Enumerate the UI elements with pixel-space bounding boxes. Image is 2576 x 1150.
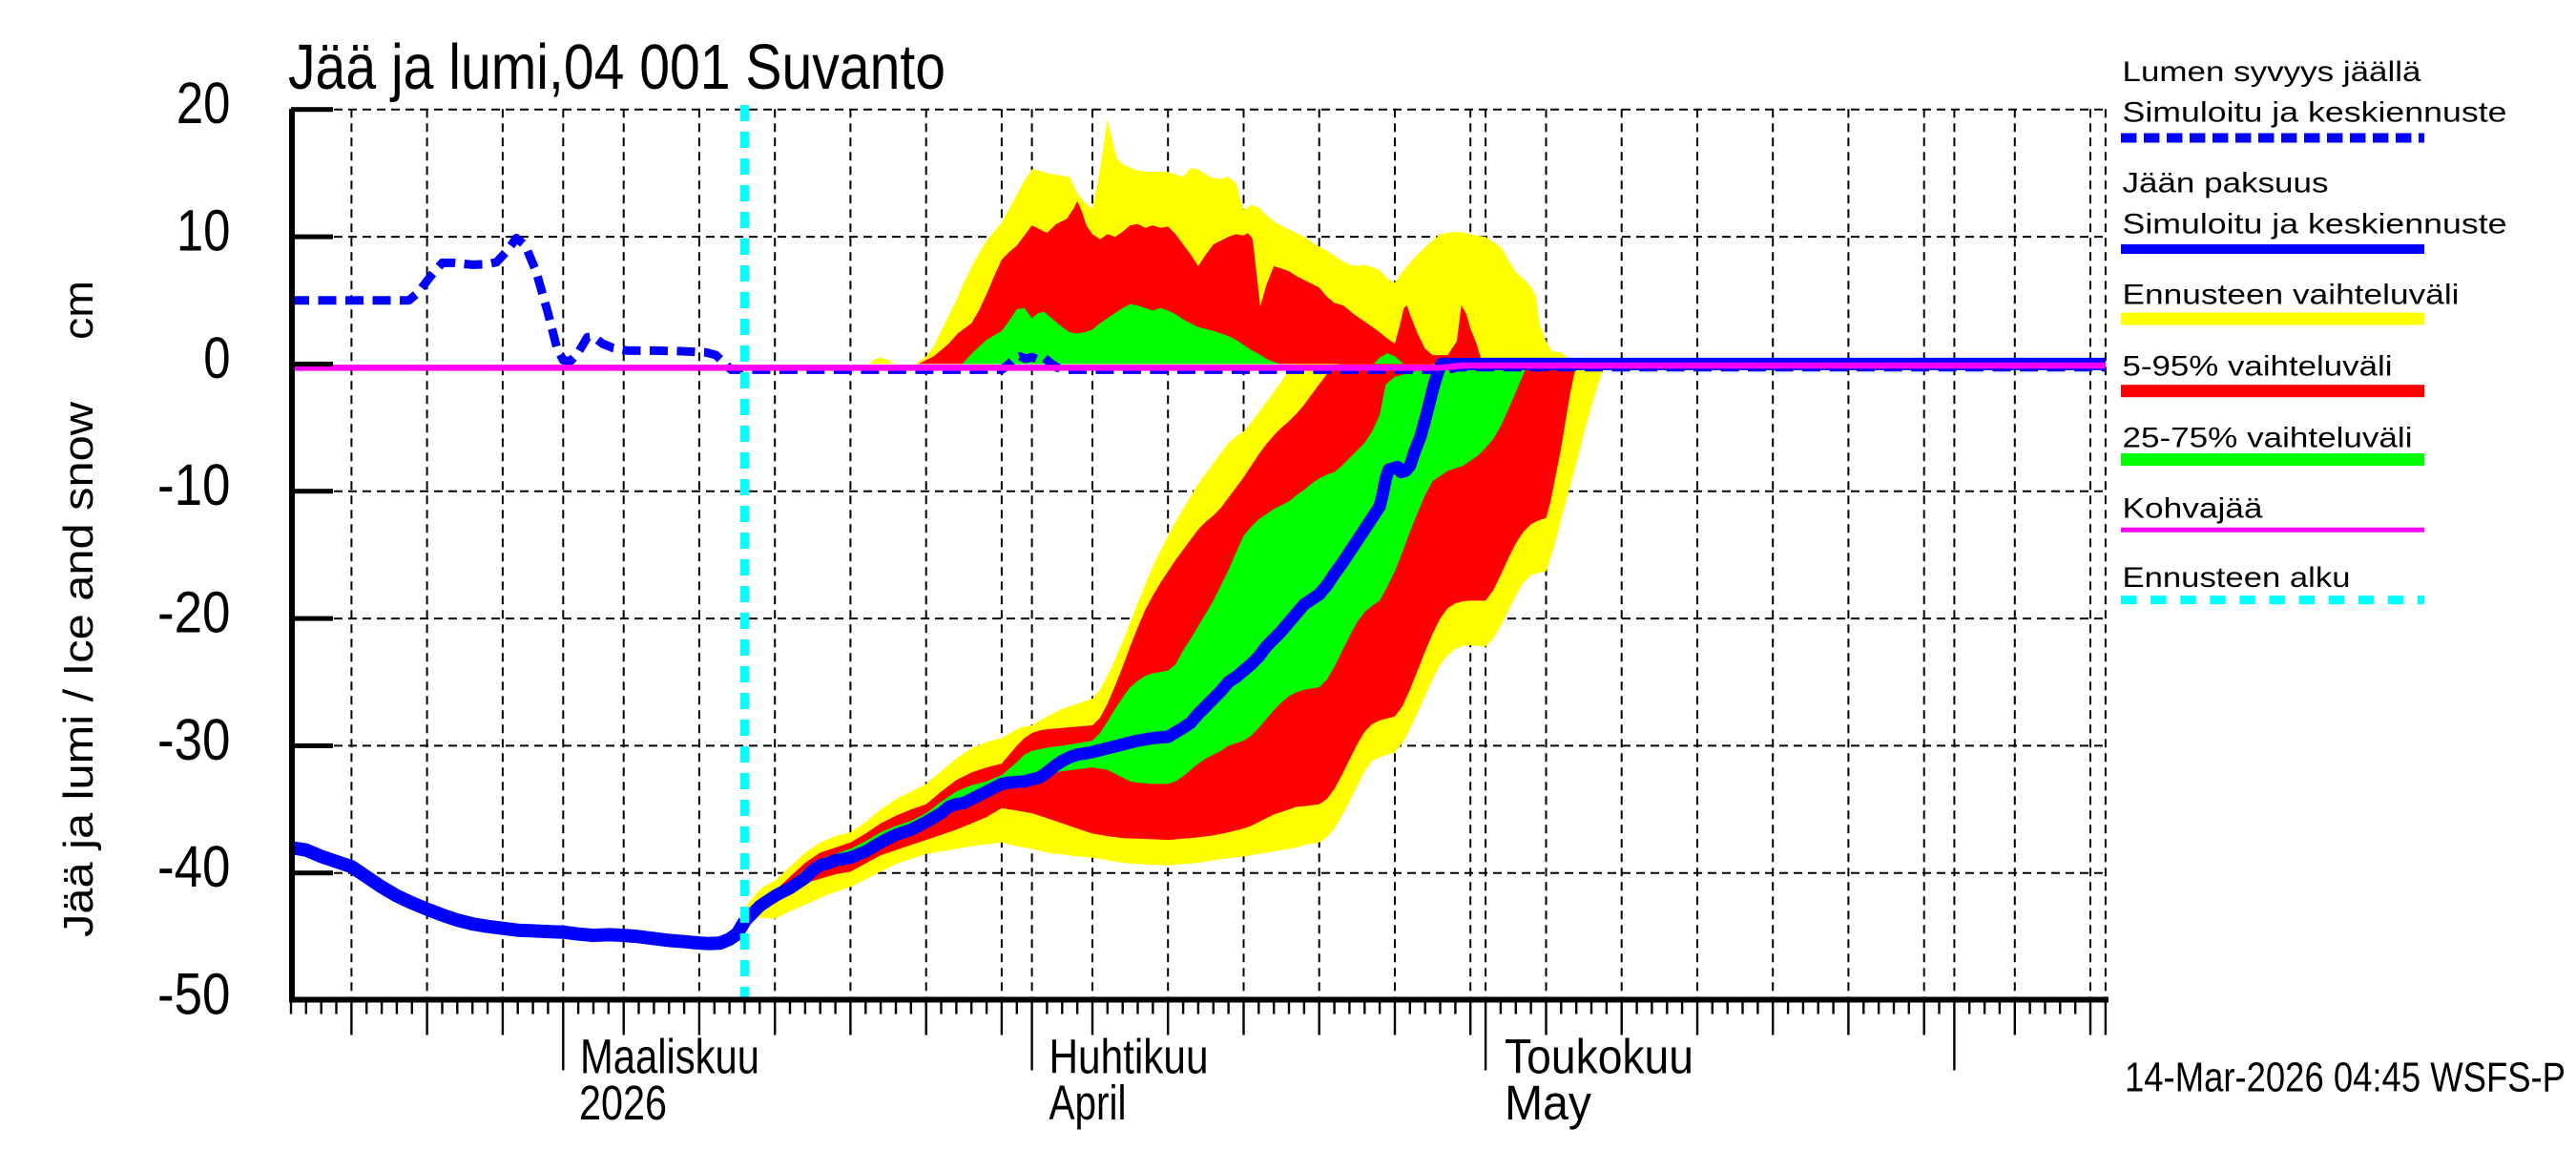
svg-text:-20: -20: [157, 580, 231, 646]
svg-text:April: April: [1049, 1076, 1127, 1130]
svg-text:Toukokuu: Toukokuu: [1505, 1030, 1693, 1084]
svg-text:-50: -50: [157, 962, 231, 1028]
svg-text:cm: cm: [55, 281, 102, 340]
svg-text:-10: -10: [157, 452, 231, 518]
svg-text:Simuloitu ja keskiennuste: Simuloitu ja keskiennuste: [2123, 97, 2507, 129]
svg-text:Lumen syvyys jäällä: Lumen syvyys jäällä: [2123, 56, 2422, 88]
svg-text:Jää ja lumi / Ice and snow: Jää ja lumi / Ice and snow: [55, 402, 102, 937]
svg-text:5-95% vaihteluväli: 5-95% vaihteluväli: [2123, 351, 2393, 383]
svg-text:-40: -40: [157, 834, 231, 900]
svg-text:10: 10: [177, 199, 231, 264]
svg-text:Ennusteen alku: Ennusteen alku: [2123, 562, 2351, 594]
svg-text:14-Mar-2026 04:45 WSFS-P: 14-Mar-2026 04:45 WSFS-P: [2125, 1056, 2566, 1101]
svg-text:Jään paksuus: Jään paksuus: [2123, 168, 2329, 199]
svg-text:20: 20: [177, 71, 231, 136]
svg-text:-30: -30: [157, 707, 231, 773]
svg-text:Jää ja lumi,04 001 Suvanto: Jää ja lumi,04 001 Suvanto: [288, 31, 945, 103]
svg-text:Maaliskuu: Maaliskuu: [580, 1030, 759, 1084]
svg-text:Kohvajää: Kohvajää: [2123, 493, 2264, 525]
svg-text:Huhtikuu: Huhtikuu: [1049, 1030, 1209, 1084]
svg-text:2026: 2026: [579, 1076, 667, 1130]
svg-text:0: 0: [203, 325, 230, 391]
svg-text:Ennusteen vaihteluväli: Ennusteen vaihteluväli: [2123, 279, 2460, 310]
svg-text:Simuloitu ja keskiennuste: Simuloitu ja keskiennuste: [2123, 208, 2507, 240]
svg-text:25-75% vaihteluväli: 25-75% vaihteluväli: [2123, 423, 2413, 454]
svg-text:May: May: [1505, 1076, 1592, 1130]
